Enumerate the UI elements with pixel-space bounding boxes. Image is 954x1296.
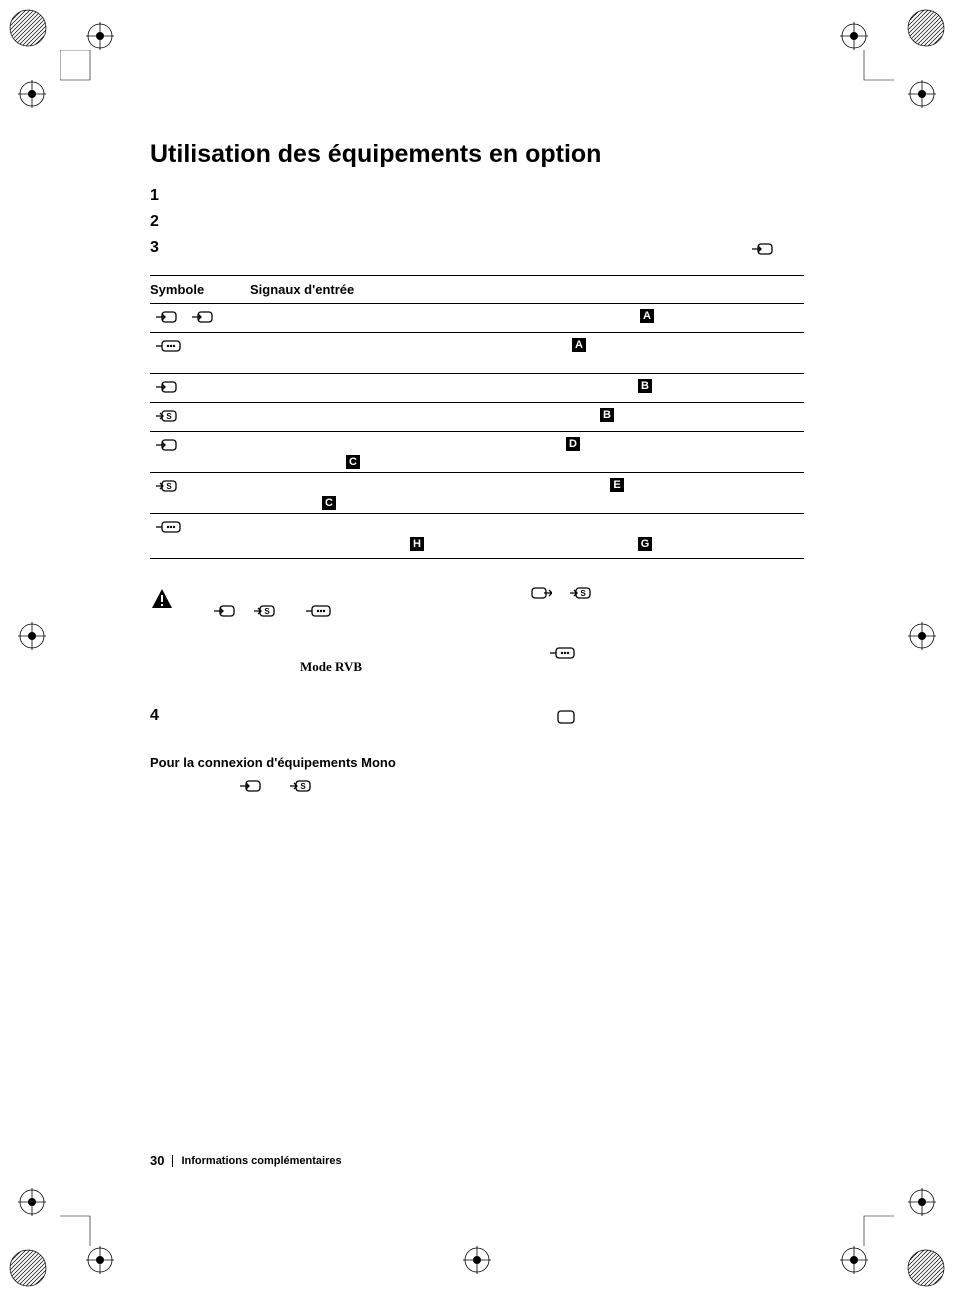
reg-mark [463, 1246, 491, 1274]
ref-badge-e: E [610, 478, 624, 492]
reg-mark [840, 22, 868, 50]
reg-mark [18, 1188, 46, 1216]
note-row [150, 587, 804, 627]
av-multi-icon [550, 645, 576, 661]
warning-icon [150, 587, 174, 611]
input-icon [214, 603, 236, 619]
corner-hatch-tr [906, 8, 946, 48]
crop-lines-bl [60, 1186, 120, 1246]
av-multi-icon [156, 519, 182, 535]
ref-badge-b: B [638, 379, 652, 393]
footer-section: Informations complémentaires [181, 1155, 341, 1167]
page-title: Utilisation des équipements en option [150, 140, 804, 169]
table-row: A [150, 304, 804, 332]
mono-subheading: Pour la connexion d'équipements Mono [150, 755, 804, 770]
table-header-signaux: Signaux d'entrée [250, 282, 804, 297]
reg-mark [18, 622, 46, 650]
reg-mark [18, 80, 46, 108]
input-icon [240, 778, 262, 794]
table-row: B [150, 403, 804, 431]
ref-badge-a: A [572, 338, 586, 352]
table-header-symbole: Symbole [150, 282, 250, 297]
corner-hatch-tl [8, 8, 48, 48]
corner-hatch-bl [8, 1248, 48, 1288]
tv-icon [556, 709, 576, 725]
input-icon [752, 241, 774, 257]
step-number-1: 1 [150, 187, 174, 205]
crop-lines-tl [60, 50, 120, 110]
table-row: A [150, 333, 804, 373]
crop-lines-br [834, 1186, 894, 1246]
av-multi-icon [306, 603, 332, 619]
mono-icons-row [150, 778, 804, 794]
table-row: D C [150, 432, 804, 472]
step-number-4: 4 [150, 707, 174, 725]
reg-mark [908, 80, 936, 108]
s-input-icon [290, 778, 312, 794]
av-multi-icon [156, 338, 182, 354]
ref-badge-c: C [346, 455, 360, 469]
input-icon [192, 309, 214, 325]
table-row: B [150, 374, 804, 402]
ref-badge-a: A [640, 309, 654, 323]
ref-badge-h: H [410, 537, 424, 551]
input-icon [156, 437, 178, 453]
signals-table: Symbole Signaux d'entrée A A B [150, 275, 804, 559]
crop-lines-tr [834, 50, 894, 110]
corner-hatch-br [906, 1248, 946, 1288]
step-number-2: 2 [150, 213, 174, 231]
input-icon [156, 309, 178, 325]
input-icon [156, 379, 178, 395]
reg-mark [908, 622, 936, 650]
ref-badge-b: B [600, 408, 614, 422]
reg-mark [86, 22, 114, 50]
reg-mark [840, 1246, 868, 1274]
ref-badge-d: D [566, 437, 580, 451]
output-icon [530, 585, 552, 601]
mode-rvb-label: Mode RVB [300, 659, 362, 675]
reg-mark [86, 1246, 114, 1274]
s-input-icon [156, 408, 178, 424]
ref-badge-c: C [322, 496, 336, 510]
footer: 30 Informations complémentaires [150, 1153, 342, 1168]
step-number-3: 3 [150, 239, 174, 257]
s-input-icon [156, 478, 178, 494]
s-input-icon [570, 585, 592, 601]
reg-mark [908, 1188, 936, 1216]
page-number: 30 [150, 1153, 164, 1168]
ref-badge-g: G [638, 537, 652, 551]
table-row: H G [150, 514, 804, 558]
table-row: E C [150, 473, 804, 513]
s-input-icon [254, 603, 276, 619]
